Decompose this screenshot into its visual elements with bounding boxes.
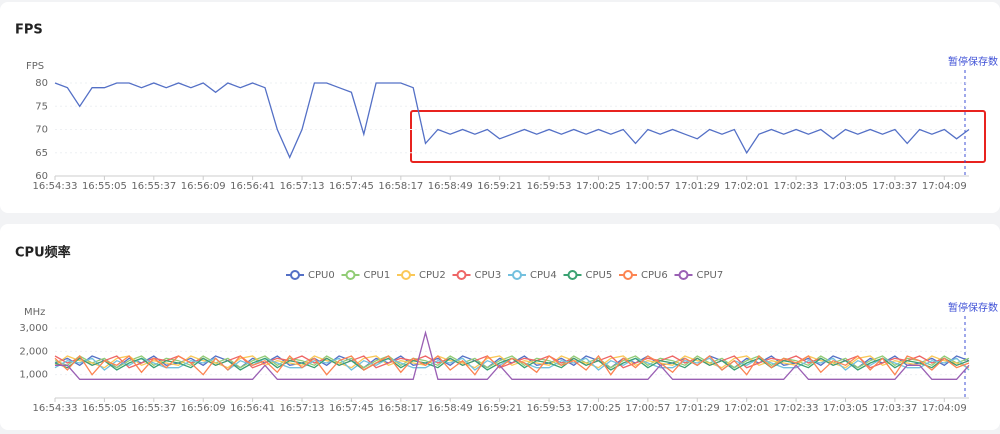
x-tick-label: 16:58:17 <box>378 403 423 414</box>
x-tick-label: 16:57:13 <box>280 181 325 192</box>
x-tick-label: 16:55:05 <box>82 181 127 192</box>
x-tick-label: 16:56:09 <box>181 403 226 414</box>
x-tick-label: 16:59:21 <box>477 181 522 192</box>
y-tick-label: 60 <box>35 171 48 182</box>
x-tick-label: 17:02:33 <box>774 181 819 192</box>
data-line <box>54 354 970 376</box>
x-tick-label: 16:57:13 <box>280 403 325 414</box>
legend-label: CPU4 <box>530 270 557 281</box>
chart-title: FPS <box>15 23 43 38</box>
x-tick-label: 16:56:41 <box>230 181 275 192</box>
legend-swatch-dot <box>678 270 689 280</box>
x-tick-label: 17:03:05 <box>823 403 868 414</box>
x-tick-label: 16:55:37 <box>131 181 176 192</box>
legend-swatch-dot <box>456 270 467 280</box>
x-tick-label: 16:59:53 <box>527 403 572 414</box>
x-tick-label: 16:57:45 <box>329 181 374 192</box>
x-tick-label: 16:55:05 <box>82 403 127 414</box>
data-line <box>55 330 970 380</box>
y-tick-label: 80 <box>35 78 48 89</box>
y-tick-label: 75 <box>35 101 48 112</box>
y-axis-unit: FPS <box>26 61 44 72</box>
x-tick-label: 16:59:21 <box>477 403 522 414</box>
x-tick-label: 17:04:09 <box>922 403 967 414</box>
x-tick-label: 17:00:25 <box>576 403 621 414</box>
data-line <box>54 82 970 160</box>
legend-label: CPU0 <box>308 270 335 281</box>
legend-label: CPU3 <box>475 270 502 281</box>
legend-label: CPU7 <box>697 270 724 281</box>
legend-swatch-dot <box>345 270 356 280</box>
x-tick-label: 16:54:33 <box>33 403 78 414</box>
y-tick-label: 2,000 <box>19 346 48 357</box>
x-tick-label: 16:59:53 <box>527 181 572 192</box>
x-tick-label: 16:58:17 <box>378 181 423 192</box>
y-axis-unit: MHz <box>24 307 45 318</box>
x-tick-label: 16:55:37 <box>131 403 176 414</box>
pause-save-note: 暂停保存数 <box>948 301 998 314</box>
chart-title: CPU频率 <box>15 245 71 261</box>
x-tick-label: 17:01:29 <box>675 403 720 414</box>
cpu-card <box>0 224 1000 430</box>
x-tick-label: 17:00:57 <box>625 181 670 192</box>
x-tick-label: 16:54:33 <box>33 181 78 192</box>
legend-label: CPU2 <box>419 270 446 281</box>
x-tick-label: 17:03:05 <box>823 181 868 192</box>
x-tick-label: 16:58:49 <box>428 181 473 192</box>
x-tick-label: 17:00:57 <box>625 403 670 414</box>
x-tick-label: 17:02:33 <box>774 403 819 414</box>
x-tick-label: 16:56:41 <box>230 403 275 414</box>
pause-save-note: 暂停保存数 <box>948 55 998 68</box>
legend-swatch-dot <box>401 270 411 280</box>
y-tick-label: 3,000 <box>19 323 48 334</box>
y-tick-label: 70 <box>35 125 48 136</box>
legend-swatch-dot <box>290 270 300 280</box>
fps-card <box>0 2 1000 213</box>
y-tick-label: 1,000 <box>19 370 48 381</box>
x-tick-label: 16:56:09 <box>181 181 226 192</box>
legend-label: CPU5 <box>586 270 613 281</box>
x-tick-label: 17:04:09 <box>922 181 967 192</box>
y-tick-label: 65 <box>35 148 48 159</box>
highlight-box <box>410 110 986 163</box>
legend-swatch-dot <box>567 270 578 280</box>
legend-label: CPU1 <box>364 270 391 281</box>
x-tick-label: 17:01:29 <box>675 181 720 192</box>
legend-swatch-dot <box>623 270 633 280</box>
legend-label: CPU6 <box>641 270 668 281</box>
legend-swatch-dot <box>512 270 522 280</box>
x-tick-label: 17:03:37 <box>872 181 917 192</box>
x-tick-label: 17:03:37 <box>872 403 917 414</box>
x-tick-label: 16:58:49 <box>428 403 473 414</box>
x-tick-label: 17:02:01 <box>724 403 769 414</box>
x-tick-label: 16:57:45 <box>329 403 374 414</box>
x-tick-label: 17:00:25 <box>576 181 621 192</box>
x-tick-label: 17:02:01 <box>724 181 769 192</box>
